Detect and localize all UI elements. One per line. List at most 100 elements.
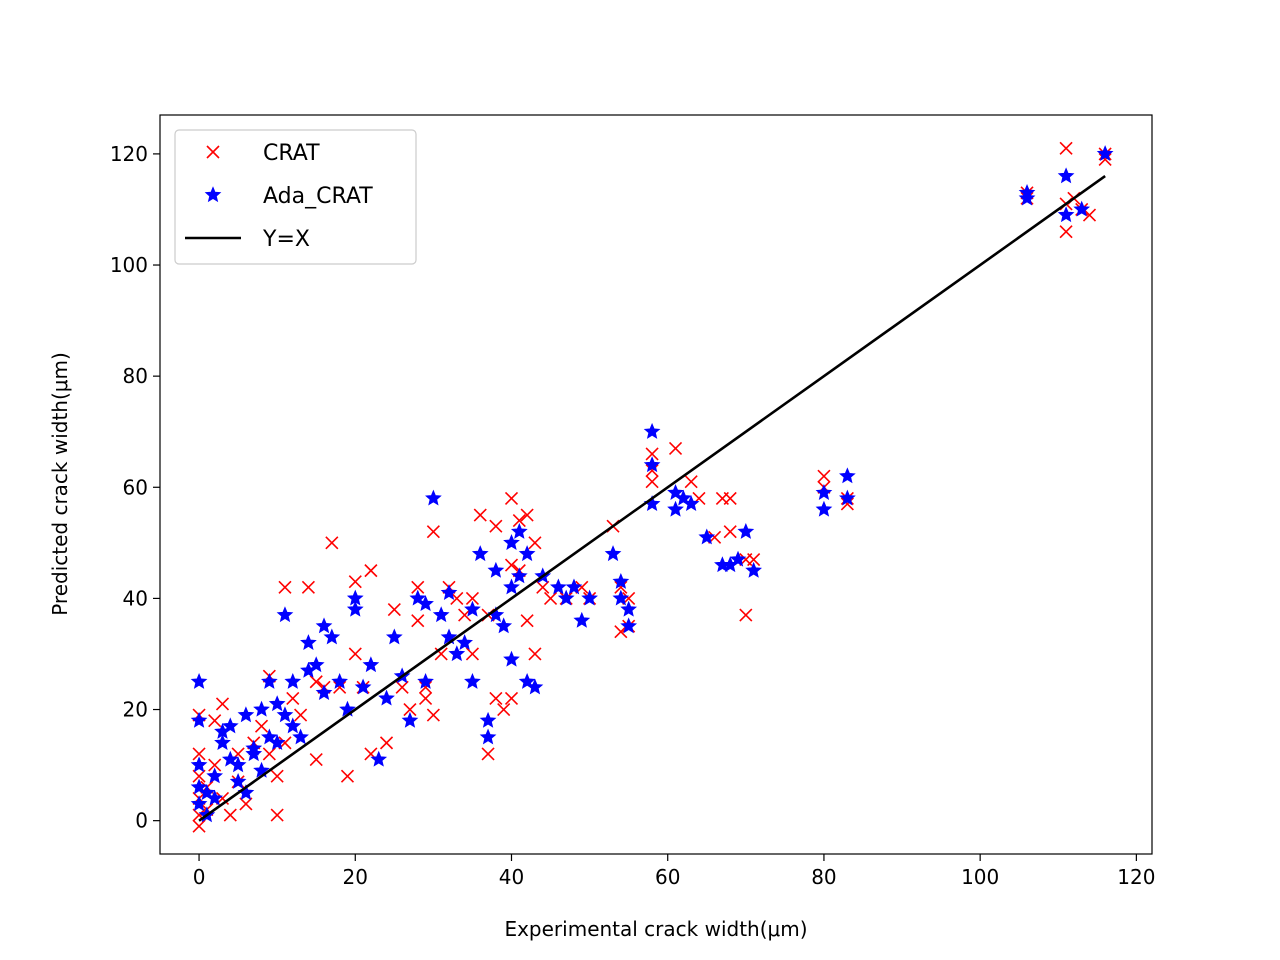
data-point-crat — [215, 697, 230, 711]
data-point-crat — [465, 647, 480, 661]
data-point-ada-crat — [503, 578, 520, 595]
data-point-ada-crat — [1057, 167, 1075, 184]
data-point-crat — [684, 475, 698, 489]
legend-swatch-star-marker — [204, 186, 222, 203]
data-point-crat — [465, 591, 480, 605]
data-point-ada-crat — [526, 678, 544, 695]
data-point-ada-crat — [1073, 200, 1091, 217]
data-point-ada-crat — [385, 628, 403, 645]
data-point-crat — [239, 797, 253, 811]
data-point-ada-crat — [190, 711, 208, 728]
data-point-ada-crat — [495, 617, 513, 634]
data-point-crat — [645, 475, 659, 489]
data-point-ada-crat — [284, 672, 302, 689]
data-point-ada-crat — [323, 628, 341, 645]
data-point-crat — [364, 564, 378, 578]
data-point-crat — [254, 719, 269, 733]
data-point-crat — [192, 747, 206, 761]
data-point-crat — [403, 702, 417, 717]
data-point-ada-crat — [401, 711, 419, 728]
data-point-ada-crat — [682, 495, 700, 512]
data-point-ada-crat — [417, 672, 434, 689]
data-point-crat — [208, 758, 222, 772]
data-point-ada-crat — [815, 484, 833, 500]
data-point-ada-crat — [1057, 206, 1075, 223]
y-axis: 0 20 40 60 80 100 120 — [110, 142, 160, 833]
data-point-ada-crat — [612, 572, 630, 589]
data-point-crat — [270, 808, 284, 822]
data-point-ada-crat — [425, 489, 442, 506]
data-point-ada-crat — [745, 561, 762, 578]
data-point-ada-crat — [284, 717, 302, 734]
data-point-crat — [504, 491, 519, 505]
data-point-crat — [411, 580, 425, 594]
data-point-ada-crat — [346, 600, 364, 617]
data-point-crat — [278, 580, 292, 594]
y-tick-label: 20 — [123, 698, 148, 722]
data-point-crat — [325, 536, 339, 550]
data-point-ada-crat — [268, 734, 286, 750]
data-point-crat — [426, 525, 440, 539]
data-point-crat — [668, 441, 683, 455]
data-point-crat — [419, 680, 433, 694]
data-point-crat — [379, 736, 394, 750]
data-point-crat — [387, 602, 401, 617]
data-point-ada-crat — [206, 789, 224, 806]
data-point-ada-crat — [190, 672, 208, 689]
y-tick-label: 100 — [110, 253, 148, 277]
x-axis: 0 20 40 60 80 100 120 — [193, 854, 1155, 889]
data-point-ada-crat — [565, 578, 583, 595]
data-point-crat — [481, 747, 495, 761]
data-point-crat — [348, 575, 362, 589]
y-tick-label: 60 — [123, 475, 148, 499]
x-tick-label: 120 — [1117, 865, 1155, 889]
data-point-ada-crat — [581, 589, 598, 606]
data-point-ada-crat — [245, 745, 263, 762]
data-point-ada-crat — [276, 706, 294, 723]
data-point-ada-crat — [667, 500, 684, 517]
data-point-ada-crat — [261, 672, 278, 689]
data-point-ada-crat — [557, 589, 575, 606]
data-point-ada-crat — [292, 728, 309, 745]
data-point-crat — [223, 808, 237, 822]
data-point-crat — [840, 497, 854, 511]
data-point-ada-crat — [1096, 145, 1114, 162]
y-axis-label: Predicted crack width(μm) — [48, 352, 72, 616]
x-tick-label: 40 — [499, 865, 524, 889]
data-point-ada-crat — [237, 706, 255, 723]
data-point-ada-crat — [612, 589, 630, 606]
data-point-crat — [1059, 141, 1073, 155]
data-point-ada-crat — [550, 578, 567, 595]
data-point-ada-crat — [354, 678, 372, 695]
data-point-crat — [426, 708, 440, 722]
data-point-ada-crat — [464, 672, 481, 689]
data-point-crat — [504, 691, 519, 705]
data-point-crat — [309, 752, 323, 767]
data-point-ada-crat — [190, 795, 208, 812]
data-point-ada-crat — [245, 739, 263, 756]
y-tick-label: 40 — [123, 586, 148, 610]
legend-box — [174, 129, 417, 265]
data-point-crat — [340, 769, 355, 783]
data-point-crat — [309, 675, 323, 689]
y-tick-label: 80 — [123, 364, 148, 388]
data-point-ada-crat — [643, 422, 661, 439]
data-point-crat — [395, 680, 409, 694]
data-point-crat — [497, 702, 511, 717]
data-point-ada-crat — [276, 606, 294, 623]
data-point-ada-crat — [737, 522, 755, 539]
data-point-crat — [1098, 152, 1112, 167]
data-point-crat — [348, 647, 362, 661]
data-point-ada-crat — [643, 456, 661, 473]
data-point-ada-crat — [479, 728, 497, 745]
data-point-ada-crat — [300, 634, 317, 650]
data-point-ada-crat — [440, 584, 458, 600]
x-tick-label: 60 — [655, 865, 680, 889]
data-point-ada-crat — [1018, 189, 1036, 206]
data-point-crat — [520, 614, 534, 628]
y-tick-label: 120 — [110, 142, 148, 166]
data-point-ada-crat — [510, 567, 528, 584]
data-point-crat — [489, 519, 503, 533]
data-point-ada-crat — [839, 467, 856, 484]
